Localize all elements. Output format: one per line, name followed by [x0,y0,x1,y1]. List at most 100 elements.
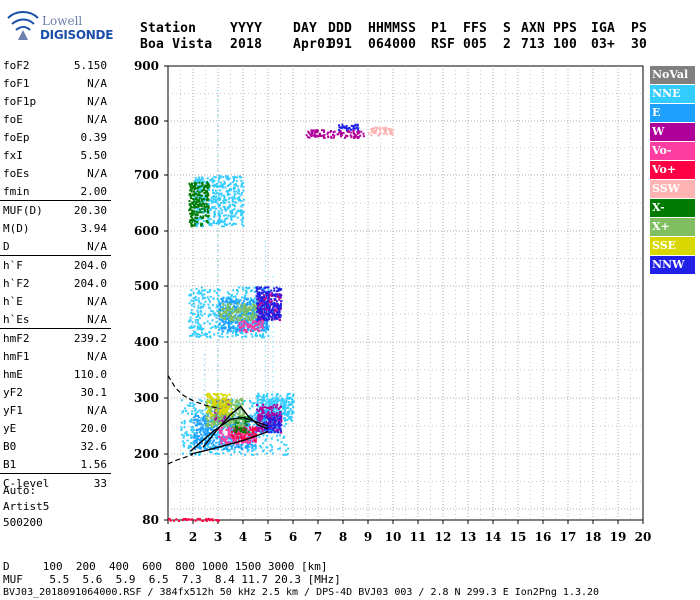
echo-point-sse [219,402,222,405]
echo-point-e [226,447,229,450]
echo-point-nne [208,331,211,334]
echo-point-nne [184,432,187,435]
param-row: foEp 0.39 [0,128,111,146]
echo-point-x- [211,425,213,428]
echo-point-nnw [267,291,270,294]
echo-point-nnw [255,289,258,292]
echo-point-e [209,446,212,449]
echo-point-nne [265,438,267,441]
echo-point-x- [227,418,230,421]
header-label: IGA [591,21,616,36]
echo-point-nne [234,193,237,195]
echo-point-x- [195,192,198,195]
echo-point-nne [215,207,218,210]
echo-point-nne [271,404,274,407]
echo-point-x- [198,194,201,197]
echo-point-nnw [270,431,273,434]
echo-point-nne [215,434,218,436]
echo-point-w [267,413,270,416]
echo-point-e [232,325,235,328]
echo-point-nne [231,335,234,338]
echo-point-vo- [261,322,264,325]
echo-point-sse [229,402,232,405]
echo-point-nne [200,286,203,289]
echo-point-nne [266,397,269,400]
echo-point-x- [243,309,246,312]
echo-point-nne [287,397,290,400]
echo-point-nne [204,289,207,292]
x-tick-label: 2 [189,530,197,544]
footer-distance-row: D 100 200 400 600 800 1000 1500 3000 [km… [3,560,328,573]
echo-point-e [251,299,254,302]
echo-point-e [209,439,212,442]
echo-point-w [269,406,272,409]
echo-point-x- [195,196,198,199]
echo-point-nne [195,411,198,414]
echo-point-nne [228,193,231,196]
echo-point-sse [221,403,224,406]
echo-point-nne [225,175,228,177]
echo-point-x- [212,421,215,423]
header-label: AXN [521,21,546,36]
echo-point-nne [219,184,222,187]
echo-point-x- [207,421,210,424]
echo-point-nne [188,420,191,423]
echo-point-e [198,447,201,449]
echo-point-nnw [268,318,271,321]
echo-point-e [205,419,207,422]
echo-point-nne [206,296,209,299]
echo-point-e [263,326,266,329]
echo-point-ssw [390,129,393,132]
echo-point-w [275,309,278,312]
echo-point-nne [223,197,226,200]
echo-point-w [272,294,275,297]
y-tick-label: 300 [134,391,159,405]
echo-point-x- [206,415,209,418]
echo-point-e [195,434,198,437]
echo-point-x- [242,423,245,426]
echo-point-e [261,420,264,423]
echo-point-w [267,416,270,419]
echo-point-ssw [382,132,385,135]
echo-point-x- [205,191,208,194]
echo-point-nnw [260,296,263,299]
echo-point-nne [197,325,200,328]
echo-point-e [202,427,205,430]
echo-point-nne [223,219,226,222]
echo-point-nnw [273,431,276,434]
echo-point-nne [280,400,283,403]
echo-point-e [230,447,233,450]
echo-point-e [216,436,219,439]
echo-point-e [235,328,238,331]
param-name: h`E [3,295,23,308]
echo-point-nne [241,332,244,335]
echo-point-nne [206,320,209,323]
echo-point-nnw [278,307,281,310]
echo-point-vo- [254,320,256,323]
echo-point-x- [205,205,208,208]
echo-point-w [258,304,261,307]
x-tick-label: 1 [164,530,172,544]
echo-point-e [252,301,255,304]
echo-point-x- [240,403,243,406]
echo-point-vo- [255,433,258,436]
echo-point-nnw [271,307,274,310]
echo-point-sse [218,401,221,404]
echo-point-nne [273,401,276,404]
echo-point-nne [238,192,240,195]
echo-point-vo- [255,323,258,326]
echo-point-e [248,325,251,328]
echo-point-nne [231,200,234,203]
echo-point-nnw [267,286,270,289]
echo-point-x- [233,310,236,313]
echo-point-nne [274,398,277,401]
param-value: 3.94 [80,222,108,235]
echo-point-w [215,416,218,419]
echo-point-nnw [279,424,282,427]
echo-point-nne [219,176,222,179]
echo-point-nne [187,412,189,415]
echo-point-nne [201,314,204,317]
echo-point-nne [265,331,267,334]
echo-point-e [211,436,214,439]
echo-point-nne [259,401,262,404]
